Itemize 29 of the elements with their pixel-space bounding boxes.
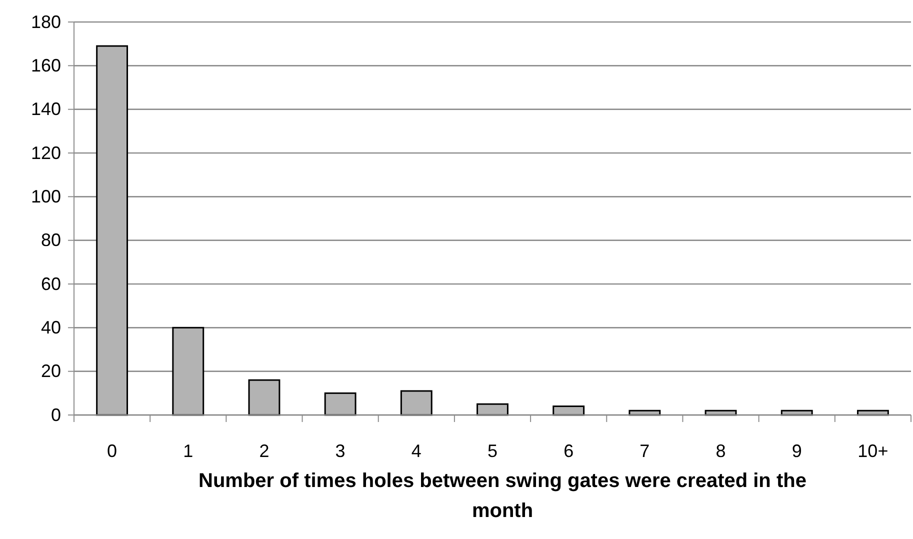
y-tick-label: 180 [30, 12, 61, 32]
x-tick-label: 8 [716, 441, 726, 461]
bar [172, 326, 204, 416]
bar [324, 392, 356, 416]
y-tick-label: 80 [40, 230, 61, 250]
y-tick-label: 20 [40, 361, 61, 382]
x-tick-label: 9 [792, 441, 802, 461]
y-tick-label: 140 [30, 99, 61, 120]
x-tick-label: 3 [335, 441, 346, 461]
bar [96, 45, 128, 416]
bar [248, 379, 280, 416]
x-tick-label: 0 [107, 441, 118, 461]
bar [552, 406, 585, 416]
y-tick-label: 0 [50, 404, 61, 425]
bar [400, 390, 432, 416]
x-axis-title: Number of times holes between swing gates were created in the month [198, 470, 806, 522]
y-tick-label: 40 [40, 317, 61, 338]
y-tick-label: 120 [30, 142, 61, 163]
x-tick-label: 4 [411, 441, 422, 461]
x-tick-label: 10+ [858, 441, 888, 461]
y-tick-label: 100 [30, 186, 61, 206]
y-tick-label: 160 [30, 55, 61, 76]
x-tick-label: 7 [640, 441, 650, 461]
y-tick-label: 60 [40, 274, 61, 294]
x-tick-label: 5 [487, 441, 498, 461]
x-tick-label: 6 [564, 441, 574, 461]
x-tick-label: 1 [183, 441, 194, 461]
bar [476, 403, 508, 416]
x-tick-label: 2 [259, 441, 270, 461]
